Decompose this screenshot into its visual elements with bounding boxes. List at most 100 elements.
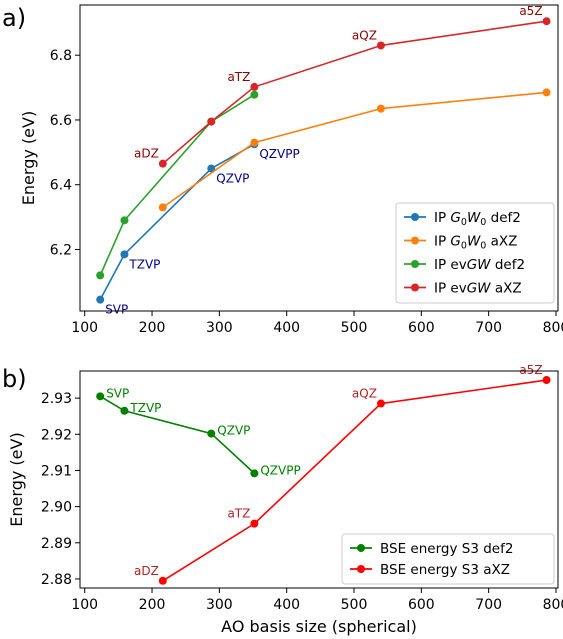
legend-marker [357, 544, 365, 552]
point-label: a5Z [519, 4, 542, 18]
y-tick-label: 2.88 [41, 572, 72, 588]
y-tick-label: 2.92 [41, 427, 72, 443]
point-label: aQZ [352, 387, 377, 401]
series-3: aDZ aTZ aQZ a5Z [134, 4, 551, 168]
plot-frame [79, 370, 559, 589]
data-point [542, 17, 551, 26]
data-point [250, 138, 259, 147]
legend: IP G0W0 def2 IP G0W0 aXZ IP evGW def2 IP ev… [395, 202, 555, 304]
data-point [120, 406, 129, 415]
x-tick-label: 200 [139, 320, 166, 336]
legend-marker [411, 236, 419, 245]
data-point [96, 392, 105, 401]
legend-entry: IP G0W0 def2 [404, 210, 521, 228]
point-label: QZVP [216, 172, 249, 186]
data-point [250, 82, 259, 91]
x-tick-label: 800 [543, 320, 563, 336]
y-tick-label: 6.4 [50, 178, 72, 194]
data-point [376, 399, 385, 408]
data-point [120, 250, 129, 259]
legend-label: IP evGW aXZ [434, 281, 522, 297]
legend-entry: BSE energy S3 def2 [350, 541, 513, 557]
data-point [376, 41, 385, 50]
legend-entry: IP evGW aXZ [404, 281, 522, 297]
legend-entry: IP G0W0 aXZ [404, 234, 517, 252]
x-tick-label: 400 [273, 320, 300, 336]
data-point [158, 203, 167, 212]
x-tick-label: 700 [475, 597, 502, 613]
data-point [542, 376, 551, 385]
data-point [158, 576, 167, 585]
panel-label: b) [2, 365, 27, 393]
x-tick-label: 500 [341, 320, 368, 336]
point-label: TZVP [129, 401, 161, 415]
chart-panel-b: b) 100 200 300 400 500 600 700 800 2.88 2.89 2.90 2.… [2, 363, 563, 636]
point-label: QZVPP [260, 463, 300, 477]
legend-label: BSE energy S3 def2 [380, 541, 513, 557]
y-axis-label: Energy (eV) [19, 111, 38, 205]
legend-box [395, 202, 555, 304]
plot-frame [79, 4, 559, 312]
data-point [207, 117, 216, 126]
legend: BSE energy S3 def2 BSE energy S3 aXZ [341, 533, 555, 585]
x-axis-label: AO basis size (spherical) [221, 617, 417, 636]
x-tick-label: 300 [206, 320, 233, 336]
x-tick-label: 100 [71, 320, 98, 336]
point-label: QZVPP [259, 147, 299, 161]
legend-label: IP evGW def2 [434, 257, 525, 273]
legend-box [341, 533, 555, 585]
point-label: SVP [105, 303, 128, 317]
x-tick-label: 700 [475, 320, 502, 336]
x-tick-label: 400 [273, 597, 300, 613]
legend-marker [411, 260, 419, 268]
point-label: a5Z [519, 363, 542, 377]
data-point [120, 216, 129, 225]
y-tick-label: 2.90 [41, 500, 72, 516]
data-point [96, 295, 105, 304]
data-point [250, 90, 259, 99]
x-tick-label: 800 [543, 597, 563, 613]
chart-panel-a: a) 100 200 300 400 500 600 700 800 6.2 6.4 6.6 6.8 En… [2, 4, 563, 336]
legend-label: IP G0W0 def2 [434, 210, 521, 228]
series-1 [158, 88, 551, 212]
point-label: aTZ [227, 70, 250, 84]
data-point [96, 271, 105, 280]
x-tick-label: 300 [206, 597, 233, 613]
data-point [542, 88, 551, 97]
series-1: aDZ aTZ aQZ a5Z [134, 363, 551, 585]
series-line [162, 20, 547, 165]
legend-marker [411, 213, 419, 221]
y-tick-label: 6.2 [50, 242, 72, 258]
x-tick-label: 200 [139, 597, 166, 613]
legend-label: IP G0W0 aXZ [434, 234, 517, 252]
point-label: aDZ [134, 147, 159, 161]
x-tick-label: 600 [408, 320, 435, 336]
point-label: QZVP [217, 424, 250, 438]
series-line [99, 94, 255, 276]
legend-marker [411, 283, 419, 292]
y-tick-label: 2.89 [41, 536, 72, 552]
y-tick-label: 6.8 [50, 48, 72, 64]
legend-entry: IP evGW def2 [404, 257, 525, 273]
point-label: SVP [106, 386, 129, 400]
data-point [158, 159, 167, 168]
point-label: aQZ [352, 28, 377, 42]
series-0: SVP TZVP QZVP QZVPP [96, 140, 300, 317]
y-axis-label: Energy (eV) [7, 432, 26, 526]
series-line [99, 395, 255, 474]
x-tick-label: 500 [341, 597, 368, 613]
legend-entry: BSE energy S3 aXZ [350, 562, 510, 578]
series-line [162, 379, 547, 582]
y-tick-label: 6.6 [50, 113, 72, 129]
data-point [250, 519, 259, 528]
y-tick-label: 2.91 [41, 463, 72, 479]
data-point [376, 104, 385, 113]
point-label: TZVP [128, 257, 160, 271]
x-tick-label: 600 [408, 597, 435, 613]
legend-label: BSE energy S3 aXZ [380, 562, 510, 578]
data-point [207, 164, 216, 173]
x-tick-label: 100 [71, 597, 98, 613]
series-line [99, 143, 255, 301]
